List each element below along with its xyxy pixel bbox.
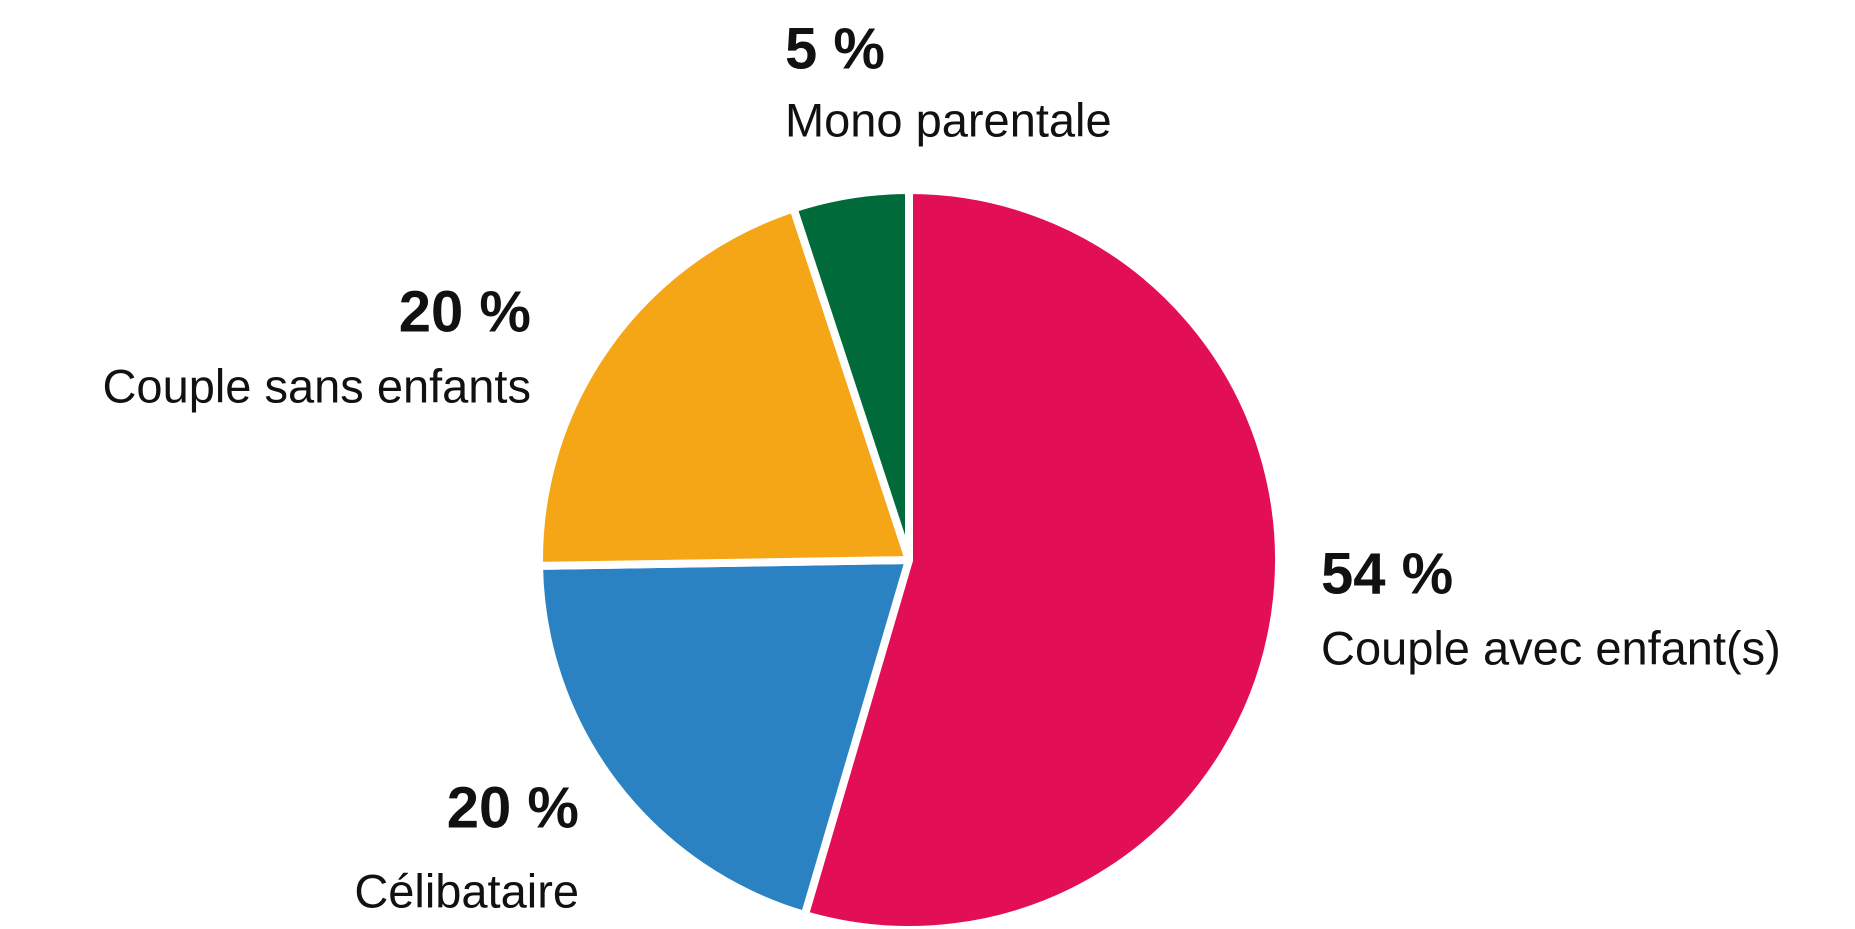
value-label: 20 % bbox=[447, 775, 579, 840]
pie-slice bbox=[535, 204, 913, 570]
value-label: 5 % bbox=[785, 16, 885, 81]
pie-slice bbox=[789, 186, 913, 564]
value-label: 20 % bbox=[399, 279, 531, 344]
category-label: Mono parentale bbox=[785, 93, 1112, 146]
category-label: Couple avec enfant(s) bbox=[1321, 621, 1781, 674]
pie-slice bbox=[800, 186, 1283, 929]
category-label: Célibataire bbox=[354, 864, 579, 917]
category-label: Couple sans enfants bbox=[102, 359, 531, 412]
value-label: 54 % bbox=[1321, 541, 1453, 606]
pie-slice bbox=[535, 556, 913, 920]
